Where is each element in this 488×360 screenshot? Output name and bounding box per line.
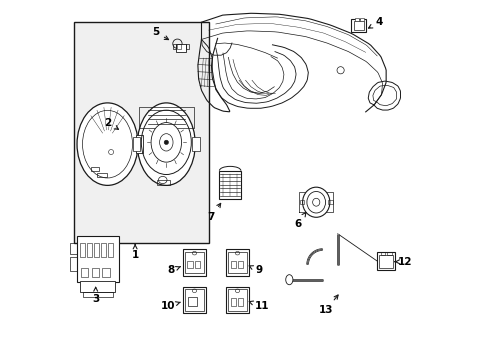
Bar: [102, 268, 109, 277]
Bar: [230, 298, 236, 306]
Bar: [380, 252, 384, 255]
Bar: [81, 268, 88, 277]
Text: 5: 5: [152, 27, 168, 40]
Ellipse shape: [302, 187, 329, 217]
Bar: [237, 261, 243, 268]
Text: 4: 4: [368, 17, 382, 28]
Bar: [70, 243, 77, 254]
Bar: [97, 173, 106, 177]
Bar: [219, 171, 241, 199]
Bar: [80, 282, 115, 292]
Bar: [351, 19, 366, 32]
Bar: [94, 243, 99, 257]
Ellipse shape: [151, 122, 181, 162]
Bar: [386, 252, 391, 255]
Bar: [80, 243, 84, 257]
Bar: [194, 261, 200, 268]
Bar: [328, 200, 332, 204]
Text: 7: 7: [207, 203, 220, 221]
Bar: [183, 249, 206, 276]
Bar: [172, 44, 175, 49]
Bar: [157, 180, 169, 185]
Text: 13: 13: [318, 295, 337, 315]
Bar: [225, 249, 249, 276]
Text: 6: 6: [293, 213, 305, 229]
Text: 12: 12: [394, 257, 412, 267]
Text: 9: 9: [249, 265, 262, 275]
Text: 3: 3: [92, 287, 99, 304]
Bar: [185, 289, 203, 311]
Bar: [177, 44, 180, 49]
Bar: [136, 135, 142, 153]
Bar: [237, 298, 243, 306]
Ellipse shape: [285, 275, 292, 285]
Bar: [230, 261, 236, 268]
Bar: [187, 261, 193, 268]
Bar: [299, 200, 304, 204]
Bar: [83, 292, 112, 297]
Bar: [86, 243, 92, 257]
Bar: [108, 243, 113, 257]
Bar: [379, 255, 392, 267]
Bar: [192, 137, 200, 151]
Ellipse shape: [164, 140, 168, 144]
Bar: [183, 287, 206, 314]
Bar: [92, 268, 99, 277]
Bar: [186, 44, 189, 49]
Bar: [74, 22, 208, 243]
Bar: [132, 137, 140, 151]
Text: 8: 8: [167, 265, 180, 275]
Bar: [228, 252, 246, 273]
Bar: [175, 44, 186, 51]
Bar: [228, 289, 246, 311]
Ellipse shape: [137, 103, 195, 185]
Bar: [70, 257, 77, 271]
Bar: [360, 18, 363, 21]
Bar: [77, 236, 119, 282]
Bar: [101, 243, 106, 257]
Text: 2: 2: [104, 118, 118, 129]
Text: 1: 1: [131, 244, 139, 260]
Bar: [188, 297, 197, 306]
Text: 11: 11: [249, 301, 269, 311]
Text: 10: 10: [160, 301, 180, 311]
Bar: [376, 252, 394, 270]
Bar: [225, 287, 249, 314]
Bar: [354, 18, 358, 21]
Bar: [91, 167, 99, 171]
Ellipse shape: [77, 103, 138, 185]
Bar: [353, 21, 364, 30]
Bar: [185, 252, 203, 273]
